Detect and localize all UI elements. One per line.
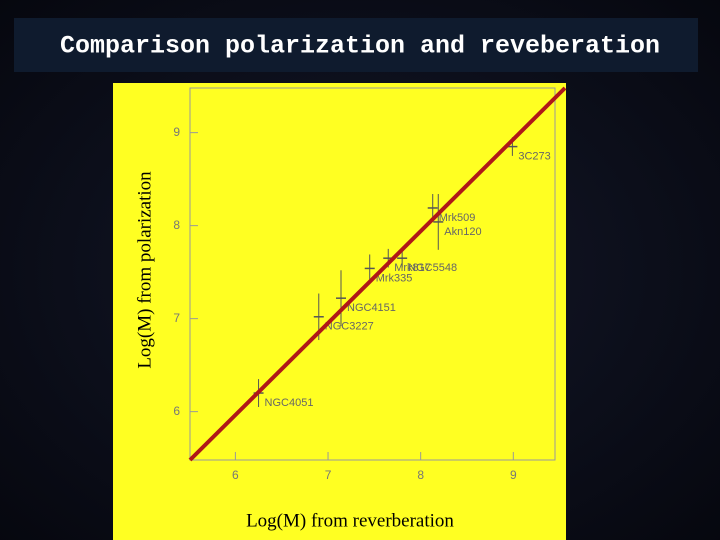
y-tick-label: 7 [173, 311, 180, 325]
point-label: Mrk817 [394, 262, 431, 274]
x-tick-label: 7 [325, 468, 332, 482]
point-label: Mrk509 [439, 212, 476, 224]
point-label: NGC4151 [347, 302, 396, 314]
point-label: 3C273 [518, 150, 550, 162]
point-label: Akn120 [444, 226, 481, 238]
point-label: Mrk335 [376, 272, 413, 284]
title-bar [14, 18, 698, 72]
point-label: NGC4051 [265, 397, 314, 409]
point-label: NGC3227 [325, 321, 374, 333]
plot-frame [189, 87, 556, 461]
point-label: NGC5548 [408, 262, 457, 274]
x-axis-label: Log(M) from reverberation [246, 510, 454, 531]
y-tick-label: 6 [173, 404, 180, 418]
y-tick-label: 8 [173, 218, 180, 232]
y-axis-label: Log(M) from polarization [134, 171, 155, 369]
identity-line [188, 86, 567, 462]
chart-title: Comparison polarization and reveberation [60, 32, 660, 61]
y-tick-label: 9 [173, 125, 180, 139]
x-tick-label: 9 [510, 468, 517, 482]
x-tick-label: 6 [232, 468, 239, 482]
x-tick-label: 8 [417, 468, 424, 482]
